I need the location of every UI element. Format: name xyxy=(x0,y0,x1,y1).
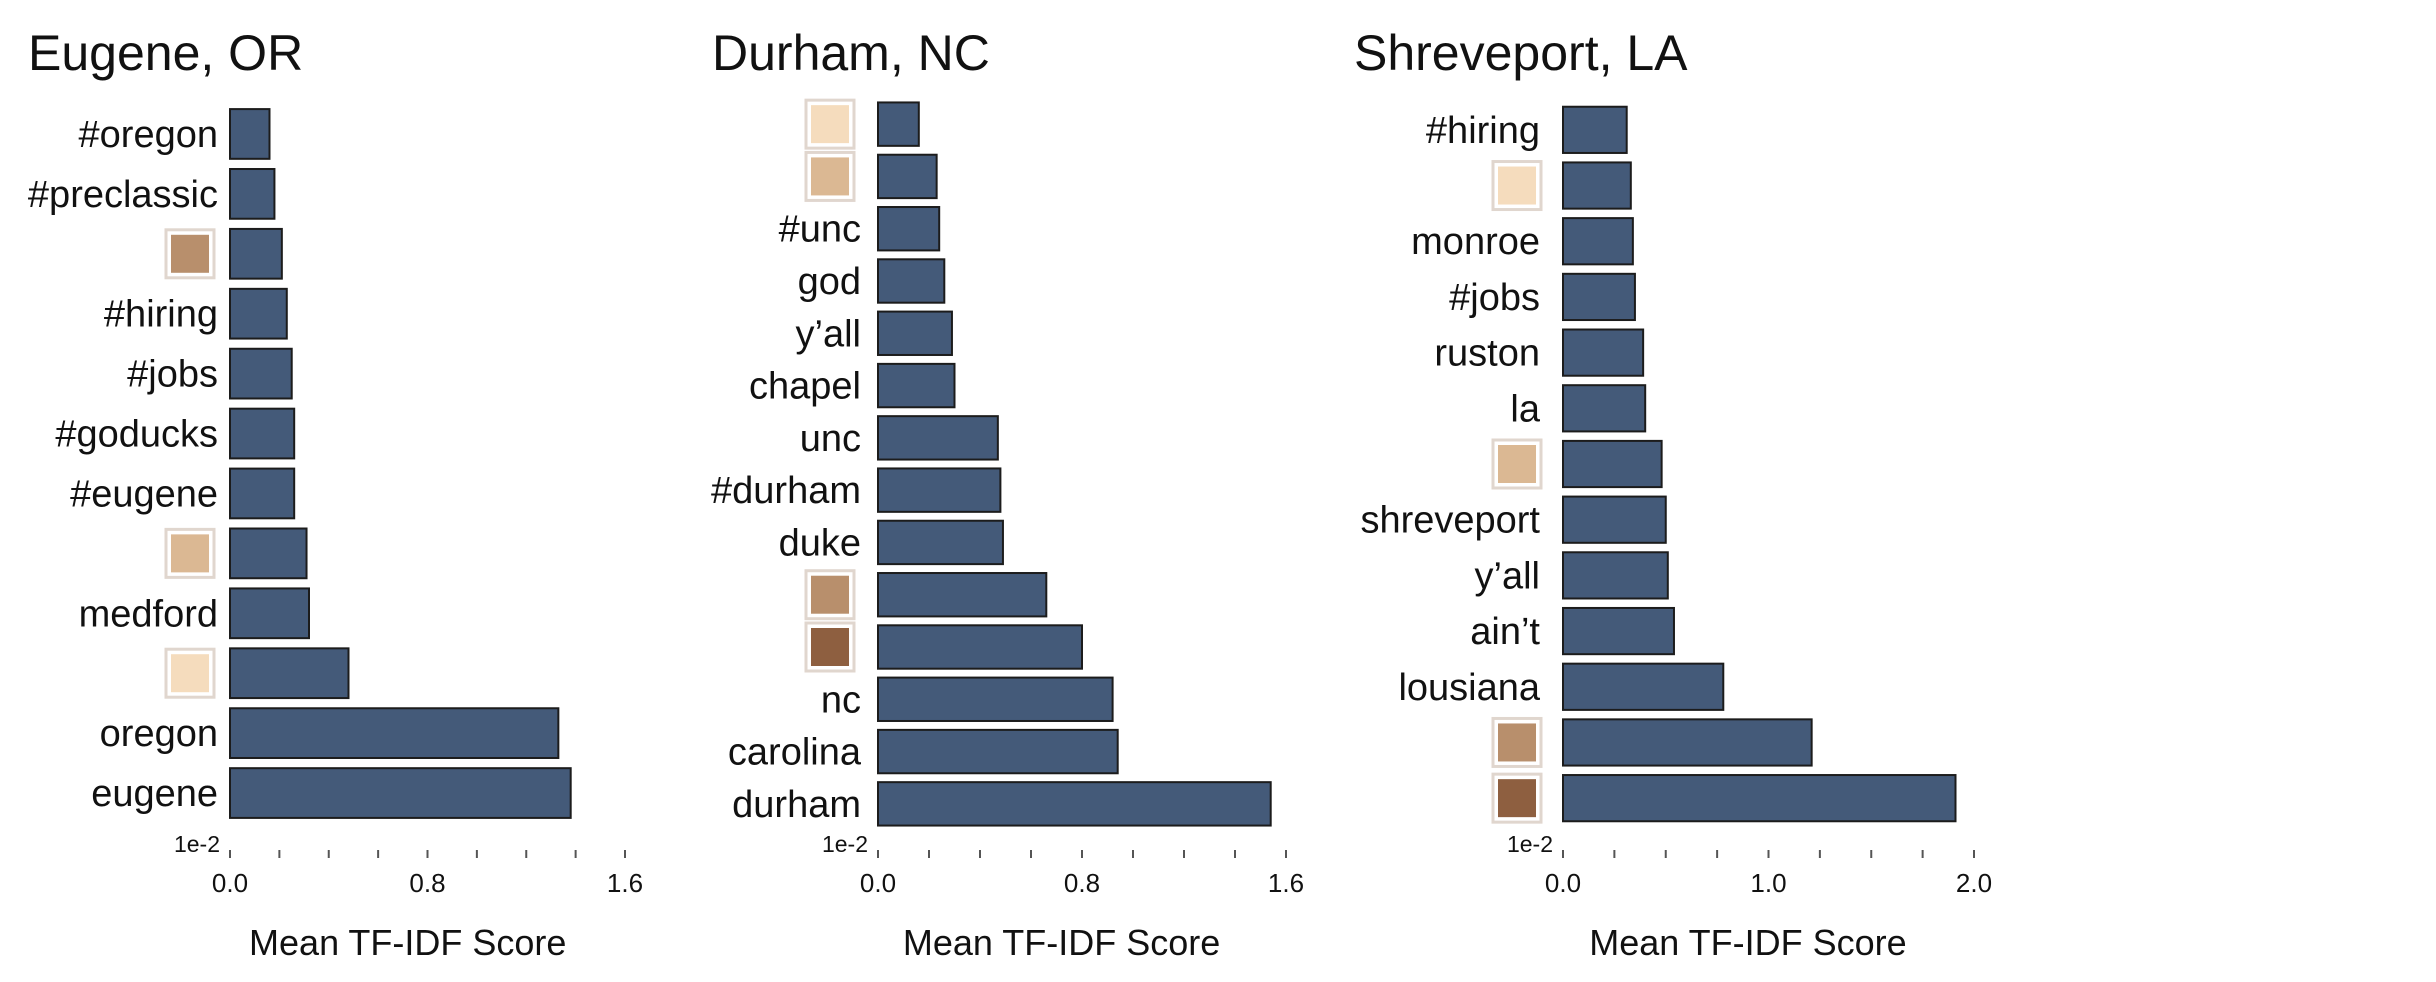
bar xyxy=(877,624,1083,670)
bar xyxy=(877,467,1002,513)
skin-tone-swatch xyxy=(171,234,209,273)
bar xyxy=(229,407,296,460)
category-label: lousiana xyxy=(1398,667,1540,709)
bar xyxy=(229,647,350,700)
category-label: nc xyxy=(821,679,861,721)
bar xyxy=(1562,551,1669,600)
category-label: oregon xyxy=(100,713,218,755)
category-label: monroe xyxy=(1411,221,1540,263)
bar xyxy=(877,781,1272,827)
x-axis-title: Mean TF-IDF Score xyxy=(1589,922,1906,963)
category-label: #eugene xyxy=(70,473,218,515)
axis-exponent-label: 1e-2 xyxy=(1507,831,1553,857)
bar xyxy=(1562,272,1636,322)
bar xyxy=(1562,774,1957,823)
bar xyxy=(229,707,560,759)
skin-tone-swatch xyxy=(1498,166,1536,205)
x-tick-label: 0.0 xyxy=(212,868,248,898)
skin-tone-swatch xyxy=(811,628,849,666)
skin-tone-swatch xyxy=(171,654,209,693)
axis-exponent-label: 1e-2 xyxy=(174,831,220,857)
category-label: god xyxy=(798,261,861,303)
bar xyxy=(1562,495,1667,544)
bar xyxy=(1562,328,1645,377)
bar xyxy=(229,287,288,340)
x-tick-label: 0.8 xyxy=(409,868,445,898)
bar xyxy=(877,572,1048,618)
bar xyxy=(1562,662,1725,711)
category-label: #goducks xyxy=(55,414,218,456)
panel-title: Eugene, OR xyxy=(28,25,303,81)
bar xyxy=(1562,217,1634,266)
category-label: duke xyxy=(779,522,861,564)
skin-tone-swatch xyxy=(171,534,209,573)
x-axis-title: Mean TF-IDF Score xyxy=(903,922,1220,963)
bar xyxy=(877,362,956,409)
category-label: #durham xyxy=(711,470,861,512)
bar xyxy=(229,467,296,520)
bar xyxy=(229,108,271,160)
category-label: #jobs xyxy=(1449,277,1540,319)
category-label: ain’t xyxy=(1470,611,1540,653)
category-label: shreveport xyxy=(1360,500,1540,542)
bar xyxy=(877,519,1004,566)
category-label: #unc xyxy=(779,209,861,251)
bar xyxy=(1562,384,1647,433)
x-tick-label: 0.0 xyxy=(860,868,896,898)
category-label: durham xyxy=(732,784,861,826)
skin-tone-swatch xyxy=(811,157,849,196)
x-axis-title: Mean TF-IDF Score xyxy=(249,922,566,963)
category-label: carolina xyxy=(728,732,862,774)
bar xyxy=(229,347,293,400)
panel-title: Shreveport, LA xyxy=(1354,25,1688,81)
x-tick-label: 1.6 xyxy=(607,868,643,898)
skin-tone-swatch xyxy=(1498,779,1536,818)
x-tick-label: 1.6 xyxy=(1268,868,1304,898)
bar xyxy=(229,587,310,640)
category-label: y’all xyxy=(796,313,861,355)
bar xyxy=(1562,105,1628,154)
bar xyxy=(229,527,308,580)
bar xyxy=(877,728,1119,775)
category-label: #preclassic xyxy=(28,174,218,216)
axis-exponent-label: 1e-2 xyxy=(822,831,868,857)
x-tick-label: 1.0 xyxy=(1750,868,1786,898)
x-tick-label: 0.8 xyxy=(1064,868,1100,898)
category-label: medford xyxy=(79,593,218,635)
bar xyxy=(877,415,999,461)
bar xyxy=(1562,439,1663,489)
category-label: unc xyxy=(800,418,861,460)
bar xyxy=(1562,718,1813,767)
category-label: la xyxy=(1510,388,1540,430)
x-tick-label: 2.0 xyxy=(1956,868,1992,898)
category-label: eugene xyxy=(91,773,218,815)
bar xyxy=(1562,161,1632,210)
category-label: #jobs xyxy=(127,354,218,396)
skin-tone-swatch xyxy=(1498,445,1536,483)
bar xyxy=(877,258,946,304)
category-label: chapel xyxy=(749,366,861,408)
bar xyxy=(229,227,283,280)
category-label: ruston xyxy=(1434,333,1540,375)
bar xyxy=(877,676,1114,722)
bar xyxy=(877,101,920,147)
bar xyxy=(229,168,276,220)
bar xyxy=(877,153,938,200)
x-tick-label: 0.0 xyxy=(1545,868,1581,898)
bar xyxy=(1562,606,1675,656)
bar xyxy=(229,767,572,819)
bar xyxy=(877,310,953,356)
skin-tone-swatch xyxy=(1498,723,1536,762)
bar xyxy=(877,206,941,252)
skin-tone-swatch xyxy=(811,105,849,144)
category-label: #oregon xyxy=(79,114,218,156)
skin-tone-swatch xyxy=(811,575,849,614)
panel-title: Durham, NC xyxy=(712,25,990,81)
category-label: #hiring xyxy=(104,294,218,336)
category-label: #hiring xyxy=(1426,110,1540,152)
category-label: y’all xyxy=(1475,555,1540,597)
